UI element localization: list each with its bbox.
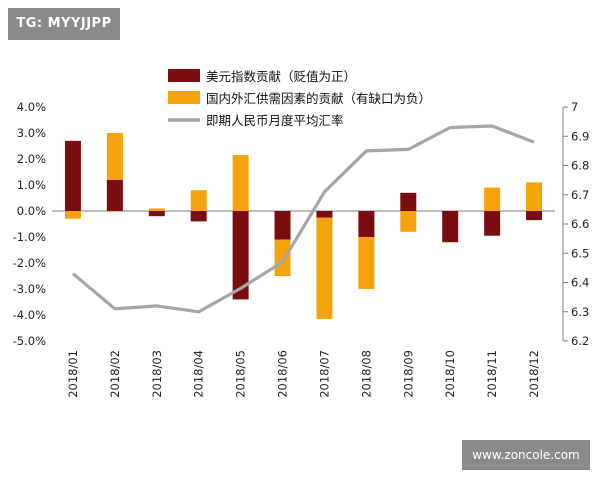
usd-index-bar xyxy=(442,211,458,242)
legend-label-domestic-fx: 国内外汇供需因素的贡献（有缺口为负） xyxy=(206,91,431,106)
usd-index-bar xyxy=(316,211,332,218)
watermark-top: TG: MYYJJPP xyxy=(8,8,120,40)
usd-index-bar xyxy=(275,211,291,240)
right-axis-tick-label: 6.5 xyxy=(571,246,589,260)
right-axis-tick-label: 6.9 xyxy=(571,129,589,143)
usd-index-bar xyxy=(484,211,500,236)
usd-index-bar xyxy=(65,141,81,211)
x-axis-tick-label: 2018/07 xyxy=(317,350,331,398)
left-axis-tick-label: -2.0% xyxy=(13,256,46,270)
left-axis-tick-label: 4.0% xyxy=(17,100,46,114)
domestic-fx-bar xyxy=(400,211,416,232)
right-axis-tick-label: 6.4 xyxy=(571,276,589,290)
usd-index-bar xyxy=(400,193,416,211)
x-axis-tick-label: 2018/02 xyxy=(108,350,122,398)
x-axis-tick-label: 2018/06 xyxy=(276,350,290,398)
left-axis-tick-label: 0.0% xyxy=(17,204,46,218)
x-axis-tick-label: 2018/05 xyxy=(234,350,248,398)
right-axis-tick-label: 6.7 xyxy=(571,188,589,202)
x-axis-tick-label: 2018/12 xyxy=(527,350,541,398)
x-axis-tick-label: 2018/08 xyxy=(359,350,373,398)
legend-swatch-usd-index xyxy=(168,69,200,82)
watermark-bottom: www.zoncole.com xyxy=(462,440,590,470)
x-axis-tick-label: 2018/11 xyxy=(485,350,499,398)
rate-line xyxy=(73,126,534,312)
right-axis-tick-label: 6.3 xyxy=(571,305,589,319)
domestic-fx-bar xyxy=(484,188,500,211)
right-axis-tick-label: 7 xyxy=(571,100,578,114)
left-axis-tick-label: -4.0% xyxy=(13,308,46,322)
domestic-fx-bar xyxy=(275,240,291,276)
right-axis-tick-label: 6.8 xyxy=(571,159,589,173)
legend-label-rate-line: 即期人民币月度平均汇率 xyxy=(206,113,344,128)
usd-index-bar xyxy=(107,180,123,211)
left-axis-tick-label: -3.0% xyxy=(13,282,46,296)
left-axis-tick-label: 1.0% xyxy=(17,178,46,192)
usd-index-bar xyxy=(191,211,207,221)
x-axis-tick-label: 2018/01 xyxy=(66,350,80,398)
domestic-fx-bar xyxy=(526,182,542,211)
right-axis-tick-label: 6.2 xyxy=(571,334,589,348)
legend-swatch-domestic-fx xyxy=(168,91,200,104)
right-axis-tick-label: 6.6 xyxy=(571,217,589,231)
usd-index-bar xyxy=(149,211,165,216)
x-axis-tick-label: 2018/09 xyxy=(401,350,415,398)
domestic-fx-bar xyxy=(149,208,165,211)
left-axis-tick-label: 3.0% xyxy=(17,126,46,140)
domestic-fx-bar xyxy=(65,211,81,219)
left-axis-tick-label: 2.0% xyxy=(17,152,46,166)
domestic-fx-bar xyxy=(316,218,332,319)
domestic-fx-bar xyxy=(107,133,123,180)
domestic-fx-bar xyxy=(358,237,374,289)
domestic-fx-bar xyxy=(191,190,207,211)
usd-index-bar xyxy=(358,211,374,237)
legend-label-usd-index: 美元指数贡献（贬值为正） xyxy=(206,69,356,84)
left-axis-tick-label: -5.0% xyxy=(13,334,46,348)
x-axis-tick-label: 2018/03 xyxy=(150,350,164,398)
usd-index-bar xyxy=(526,211,542,220)
x-axis-tick-label: 2018/10 xyxy=(443,350,457,398)
left-axis-tick-label: -1.0% xyxy=(13,230,46,244)
domestic-fx-bar xyxy=(233,155,249,211)
x-axis-tick-label: 2018/04 xyxy=(192,350,206,398)
